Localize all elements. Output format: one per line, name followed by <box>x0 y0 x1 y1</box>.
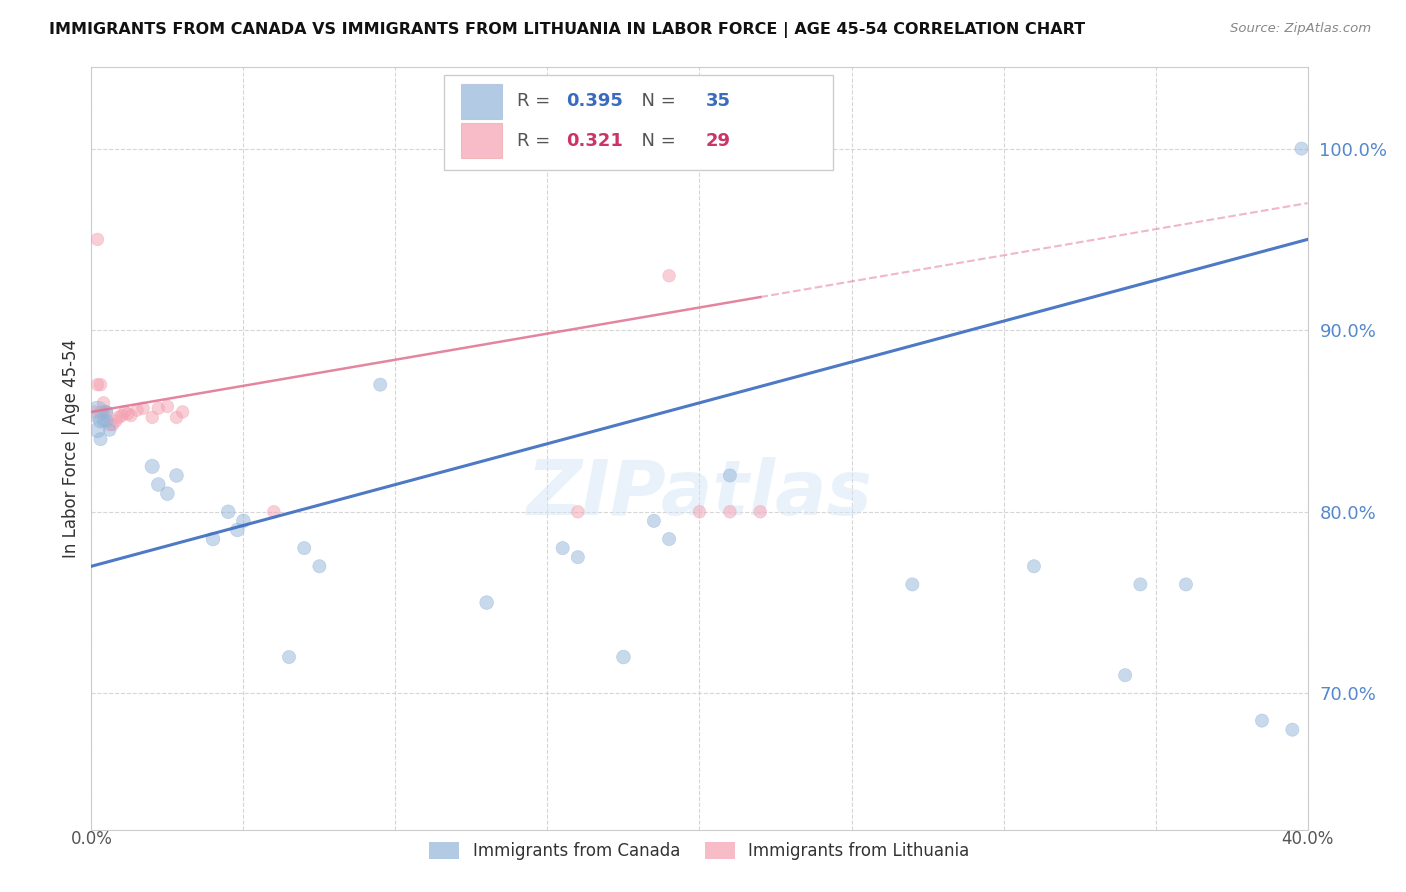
Point <box>141 410 163 425</box>
Point <box>475 596 498 610</box>
Point <box>1291 142 1313 156</box>
Point <box>83 405 105 419</box>
Point <box>89 377 111 392</box>
Point <box>1281 723 1303 737</box>
Point <box>226 523 249 537</box>
Point <box>166 468 188 483</box>
Point <box>718 505 741 519</box>
Point <box>551 541 574 555</box>
Point <box>1174 577 1197 591</box>
Point <box>125 403 148 417</box>
Point <box>89 432 111 446</box>
Point <box>86 405 108 419</box>
Point <box>107 410 129 425</box>
FancyBboxPatch shape <box>444 75 834 169</box>
Text: R =: R = <box>517 132 555 150</box>
Point <box>89 405 111 419</box>
Point <box>232 514 254 528</box>
Point <box>612 650 634 665</box>
Text: Source: ZipAtlas.com: Source: ZipAtlas.com <box>1230 22 1371 36</box>
Point <box>688 505 710 519</box>
Text: R =: R = <box>517 92 555 111</box>
Point <box>96 414 118 428</box>
Point <box>114 405 136 419</box>
Point <box>117 407 139 421</box>
Point <box>98 423 121 437</box>
Point <box>96 405 118 419</box>
Text: 0.395: 0.395 <box>565 92 623 111</box>
Point <box>643 514 665 528</box>
Point <box>93 414 115 428</box>
Point <box>263 505 285 519</box>
Point <box>749 505 772 519</box>
Point <box>120 409 142 423</box>
Point <box>156 400 179 414</box>
Text: IMMIGRANTS FROM CANADA VS IMMIGRANTS FROM LITHUANIA IN LABOR FORCE | AGE 45-54 C: IMMIGRANTS FROM CANADA VS IMMIGRANTS FRO… <box>49 22 1085 38</box>
Point <box>292 541 315 555</box>
Point <box>166 410 188 425</box>
Text: 0.321: 0.321 <box>565 132 623 150</box>
Point <box>567 550 589 565</box>
Text: N =: N = <box>630 92 682 111</box>
Text: 29: 29 <box>706 132 731 150</box>
Point <box>86 232 108 246</box>
Point <box>132 401 155 416</box>
FancyBboxPatch shape <box>461 123 502 159</box>
Legend: Immigrants from Canada, Immigrants from Lithuania: Immigrants from Canada, Immigrants from … <box>423 836 976 867</box>
Point <box>93 405 115 419</box>
Point <box>86 377 108 392</box>
Point <box>141 459 163 474</box>
Point <box>658 532 681 546</box>
Point <box>98 417 121 432</box>
Point <box>156 486 179 500</box>
Text: 40.0%: 40.0% <box>1281 830 1334 847</box>
Text: 35: 35 <box>706 92 731 111</box>
Point <box>96 405 118 419</box>
Point <box>1129 577 1152 591</box>
Text: ZIPatlas: ZIPatlas <box>526 457 873 531</box>
Point <box>567 505 589 519</box>
Point <box>93 396 115 410</box>
Point <box>217 505 239 519</box>
Point <box>86 423 108 437</box>
Point <box>111 409 134 423</box>
Point <box>901 577 924 591</box>
Point <box>718 468 741 483</box>
Point <box>101 417 124 432</box>
Point <box>148 401 170 416</box>
Point <box>368 377 391 392</box>
Point <box>278 650 301 665</box>
Point <box>89 414 111 428</box>
Text: N =: N = <box>630 132 682 150</box>
Point <box>172 405 194 419</box>
Point <box>1114 668 1136 682</box>
Point <box>202 532 225 546</box>
Point <box>658 268 681 283</box>
Point <box>1022 559 1045 574</box>
Point <box>308 559 330 574</box>
Text: 0.0%: 0.0% <box>70 830 112 847</box>
FancyBboxPatch shape <box>461 84 502 119</box>
Point <box>104 414 127 428</box>
Y-axis label: In Labor Force | Age 45-54: In Labor Force | Age 45-54 <box>62 339 80 558</box>
Point <box>148 477 170 491</box>
Point <box>1251 714 1274 728</box>
